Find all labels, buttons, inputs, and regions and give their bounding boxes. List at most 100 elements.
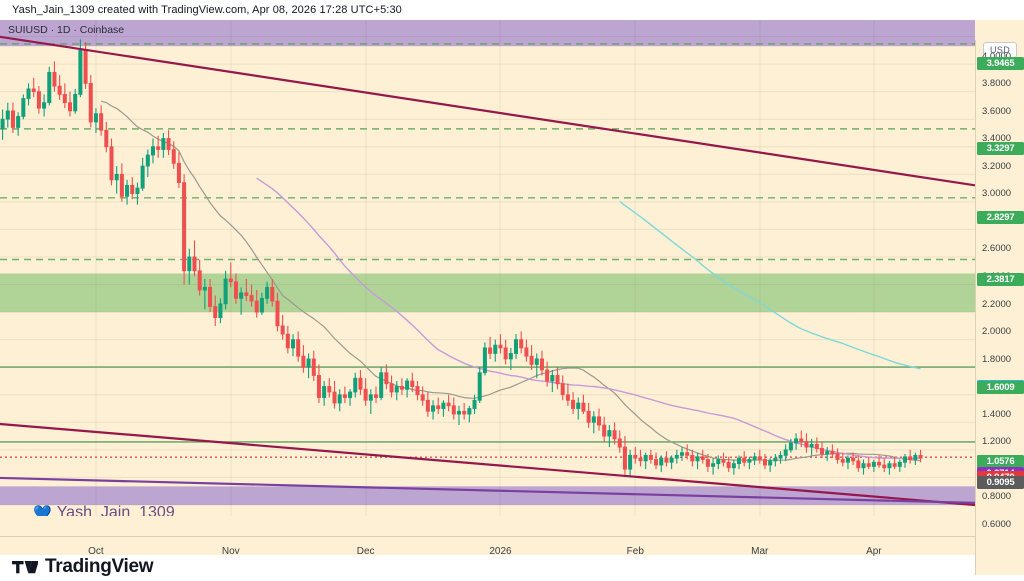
candlestick bbox=[493, 344, 498, 354]
candlestick bbox=[534, 358, 539, 365]
user-watermark: 💙 Yash_Jain_1309 bbox=[33, 504, 175, 516]
candlestick bbox=[337, 394, 342, 404]
price-label-level[interactable]: 2.8297 bbox=[977, 211, 1024, 225]
candlestick bbox=[664, 457, 669, 463]
candlestick bbox=[742, 457, 747, 463]
candlestick bbox=[249, 295, 254, 302]
candlestick bbox=[228, 278, 233, 283]
candlestick bbox=[607, 430, 612, 437]
price-tick: 2.2000 bbox=[982, 298, 1012, 310]
candlestick bbox=[275, 300, 280, 327]
candlestick bbox=[456, 410, 461, 415]
candlestick bbox=[244, 292, 249, 296]
candlestick bbox=[125, 184, 130, 197]
price-label-level[interactable]: 3.9465 bbox=[977, 57, 1024, 71]
candlestick bbox=[477, 372, 482, 401]
candlestick bbox=[830, 450, 835, 455]
candlestick bbox=[908, 456, 913, 460]
candlestick bbox=[747, 459, 752, 463]
candlestick bbox=[545, 369, 550, 382]
candlestick bbox=[373, 394, 379, 398]
candlestick bbox=[83, 49, 88, 84]
candlestick bbox=[571, 399, 576, 409]
candlestick bbox=[233, 281, 238, 299]
candlestick bbox=[441, 402, 446, 409]
tradingview-wordmark: TradingView bbox=[45, 556, 154, 577]
candlestick bbox=[135, 187, 140, 194]
price-tick: 3.0000 bbox=[982, 188, 1012, 200]
candlestick bbox=[31, 88, 36, 93]
candlestick bbox=[565, 394, 570, 401]
candlestick bbox=[451, 405, 456, 415]
candlestick bbox=[436, 405, 441, 409]
price-tick: 0.8000 bbox=[982, 491, 1012, 503]
candlestick bbox=[690, 454, 695, 462]
price-plot-area[interactable]: SUIUSD · 1D · Coinbase 💙 Yash_Jain_1309 bbox=[0, 20, 975, 516]
candlestick bbox=[731, 463, 736, 469]
time-tick: Feb bbox=[626, 546, 644, 557]
candlestick bbox=[576, 402, 581, 409]
moving-average-line bbox=[100, 100, 921, 462]
support-zone-lower bbox=[0, 486, 975, 505]
price-axis[interactable]: USD 4.0000 3.8000 3.6000 3.4000 3.2000 3.0000… bbox=[975, 40, 1024, 575]
time-tick: Nov bbox=[221, 546, 240, 557]
candlestick bbox=[150, 146, 155, 156]
candlestick bbox=[467, 408, 472, 415]
candlestick bbox=[88, 82, 93, 123]
candlestick bbox=[472, 399, 477, 409]
candlestick bbox=[119, 173, 124, 197]
time-tick: 2026 bbox=[489, 546, 512, 557]
candlestick bbox=[726, 461, 731, 469]
candlestick bbox=[311, 358, 316, 376]
candlestick bbox=[882, 464, 887, 469]
candlestick bbox=[654, 459, 659, 466]
candlestick bbox=[368, 394, 373, 401]
candlestick bbox=[410, 380, 415, 387]
candlestick bbox=[659, 457, 664, 466]
time-tick: Mar bbox=[751, 546, 769, 557]
time-axis[interactable]: Oct Nov Dec 2026 Feb Mar Apr bbox=[0, 536, 975, 576]
price-tick: 1.2000 bbox=[982, 436, 1012, 448]
price-label-level[interactable]: 3.3297 bbox=[977, 142, 1024, 156]
trendline-lower bbox=[0, 422, 975, 507]
price-tick: 3.2000 bbox=[982, 160, 1012, 172]
candlestick bbox=[420, 394, 425, 401]
candlestick bbox=[669, 457, 674, 463]
candlestick bbox=[643, 454, 648, 462]
candlestick bbox=[856, 460, 861, 469]
candlestick bbox=[809, 443, 814, 448]
price-label-level[interactable]: 1.6009 bbox=[977, 380, 1024, 394]
candlestick bbox=[892, 463, 897, 467]
candlestick bbox=[291, 339, 296, 349]
candlestick bbox=[633, 454, 638, 459]
candlestick bbox=[36, 91, 41, 109]
price-label-level[interactable]: 2.3817 bbox=[977, 272, 1024, 286]
price-tick: 3.8000 bbox=[982, 78, 1012, 90]
candlestick bbox=[104, 129, 109, 148]
candlestick bbox=[316, 375, 321, 398]
candlestick bbox=[218, 303, 223, 319]
candlestick bbox=[363, 388, 368, 401]
candlestick bbox=[596, 416, 602, 426]
candlestick bbox=[840, 459, 845, 463]
price-label-indicator[interactable]: 0.9095 bbox=[977, 475, 1024, 489]
candlestick bbox=[794, 438, 799, 444]
candlestick bbox=[16, 116, 21, 128]
candlestick bbox=[913, 454, 918, 460]
candlestick bbox=[700, 456, 705, 460]
candlestick bbox=[342, 394, 347, 398]
candlestick bbox=[425, 399, 430, 412]
candlestick bbox=[788, 442, 793, 451]
price-tick: 2.6000 bbox=[982, 243, 1012, 255]
chart-frame[interactable]: SUIUSD · 1D · Coinbase 💙 Yash_Jain_1309 … bbox=[0, 20, 1024, 575]
candlestick bbox=[902, 456, 907, 463]
time-tick: Dec bbox=[356, 546, 375, 557]
candlestick bbox=[622, 446, 627, 470]
candlestick bbox=[560, 383, 565, 396]
candlestick bbox=[825, 450, 830, 455]
price-label-level[interactable]: 1.0576 bbox=[977, 455, 1024, 469]
trendline-upper bbox=[0, 35, 975, 187]
candlestick bbox=[783, 449, 788, 456]
candlestick bbox=[213, 306, 218, 319]
candlestick bbox=[26, 88, 31, 99]
